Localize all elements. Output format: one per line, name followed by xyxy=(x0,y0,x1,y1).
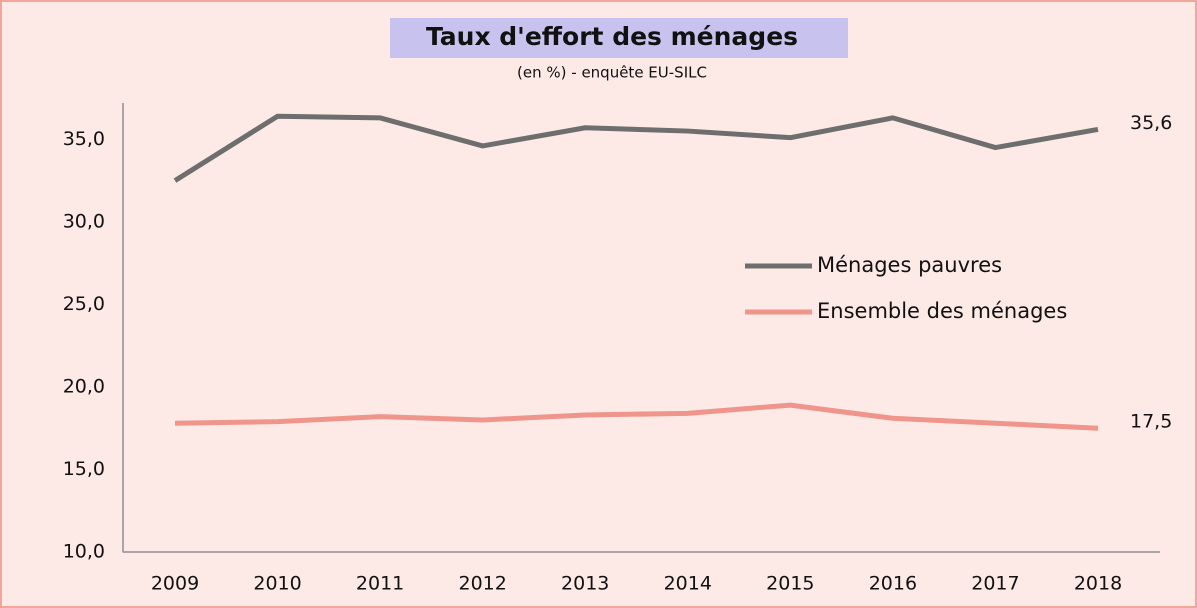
x-tick-label: 2011 xyxy=(356,573,404,595)
x-tick-label: 2012 xyxy=(458,573,506,595)
data-label: 17,5 xyxy=(1130,411,1172,433)
legend-label: Ensemble des ménages xyxy=(817,299,1067,323)
legend-label: Ménages pauvres xyxy=(817,253,1002,277)
chart-title: Taux d'effort des ménages xyxy=(426,22,798,51)
x-tick-label: 2014 xyxy=(664,573,712,595)
y-tick-label: 20,0 xyxy=(63,375,105,397)
series-line xyxy=(174,402,1099,431)
y-tick-label: 10,0 xyxy=(63,541,105,563)
title-highlight xyxy=(390,18,848,58)
x-tick-label: 2016 xyxy=(869,573,917,595)
y-tick-label: 35,0 xyxy=(63,128,105,150)
x-tick-label: 2015 xyxy=(766,573,814,595)
x-tick-label: 2009 xyxy=(151,573,199,595)
data-label: 35,6 xyxy=(1130,112,1172,134)
y-tick-label: 30,0 xyxy=(63,210,105,232)
x-tick-label: 2013 xyxy=(561,573,609,595)
x-tick-label: 2017 xyxy=(971,573,1019,595)
y-tick-label: 25,0 xyxy=(63,293,105,315)
x-tick-label: 2018 xyxy=(1074,573,1122,595)
series-line xyxy=(173,113,1099,183)
chart-subtitle: (en %) - enquête EU-SILC xyxy=(517,64,707,82)
y-tick-label: 15,0 xyxy=(63,458,105,480)
x-tick-label: 2010 xyxy=(253,573,301,595)
